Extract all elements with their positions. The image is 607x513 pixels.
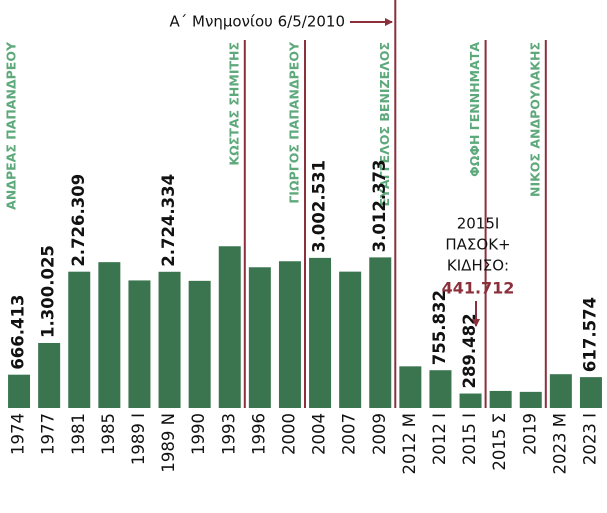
value-label: 666.413 — [9, 295, 28, 370]
memorandum-label: Α΄ Μνημονίου 6/5/2010 — [169, 13, 345, 31]
value-label: 755.832 — [430, 290, 449, 365]
bar — [278, 261, 301, 408]
x-tick-label: 2009 — [370, 413, 389, 455]
x-tick-label: 1981 — [69, 413, 88, 455]
note-line: ΠΑΣΟΚ+ — [445, 236, 510, 254]
x-tick-label: 1989 I — [129, 413, 148, 465]
x-tick-label: 2015 Σ — [490, 413, 509, 471]
bar — [8, 374, 31, 408]
value-label: 2.724.334 — [159, 174, 178, 267]
leader-name: ΕΥΑΓΓΕΛΟΣ ΒΕΝΙΖΕΛΟΣ — [377, 42, 392, 207]
bar — [309, 257, 332, 408]
bar — [579, 377, 602, 408]
bar — [98, 262, 121, 408]
x-tick-label: 2023 M — [550, 413, 569, 474]
bar — [399, 366, 422, 408]
bar — [519, 391, 542, 408]
value-label: 617.574 — [580, 297, 599, 372]
value-label: 289.482 — [460, 313, 479, 388]
bar — [489, 390, 512, 408]
leader-name: ΑΝΔΡΕΑΣ ΠΑΠΑΝΔΡΕΟΥ — [4, 41, 19, 210]
value-label: 1.300.025 — [39, 245, 58, 338]
x-tick-label: 1989 N — [159, 413, 178, 473]
bar — [68, 271, 91, 408]
bar — [339, 271, 362, 408]
x-tick-label: 1985 — [99, 413, 118, 455]
x-tick-label: 1993 — [219, 413, 238, 455]
x-tick-label: 2019 — [520, 413, 539, 455]
value-label: 3.002.531 — [310, 160, 329, 253]
x-tick-label: 2012 M — [400, 413, 419, 474]
x-tick-label: 2012 I — [430, 413, 449, 465]
leader-name: ΦΩΦΗ ΓΕΝΝΗΜΑΤΑ — [467, 42, 482, 177]
bar — [369, 257, 392, 408]
leader-name: ΚΩΣΤΑΣ ΣΗΜΙΤΗΣ — [226, 42, 241, 166]
bar — [128, 280, 151, 408]
bar — [429, 370, 452, 408]
x-tick-label: 2000 — [279, 413, 298, 455]
bar — [459, 393, 482, 408]
x-tick-label: 1977 — [39, 413, 58, 455]
value-label: 2.726.309 — [69, 174, 88, 267]
bar — [549, 374, 572, 408]
x-tick-label: 2023 I — [580, 413, 599, 465]
x-tick-label: 1996 — [249, 413, 268, 455]
x-tick-label: 2015 I — [460, 413, 479, 465]
note-value: 441.712 — [442, 279, 515, 298]
bar — [248, 267, 271, 408]
value-label: 3.012.373 — [370, 159, 389, 252]
note-line: 2015Ι — [457, 215, 500, 233]
bar — [188, 280, 211, 408]
leader-name: ΓΙΩΡΓΟΣ ΠΑΠΑΝΔΡΕΟΥ — [287, 41, 302, 204]
x-tick-label: 2004 — [310, 413, 329, 455]
bar — [38, 342, 61, 408]
x-tick-label: 2007 — [340, 413, 359, 455]
leader-name: ΝΙΚΟΣ ΑΝΔΡΟΥΛΑΚΗΣ — [527, 42, 542, 197]
x-tick-label: 1990 — [189, 413, 208, 455]
bar — [158, 271, 181, 408]
bar — [218, 246, 241, 408]
note-line: ΚΙΔΗΣΟ: — [447, 257, 509, 275]
x-tick-label: 1974 — [9, 413, 28, 455]
